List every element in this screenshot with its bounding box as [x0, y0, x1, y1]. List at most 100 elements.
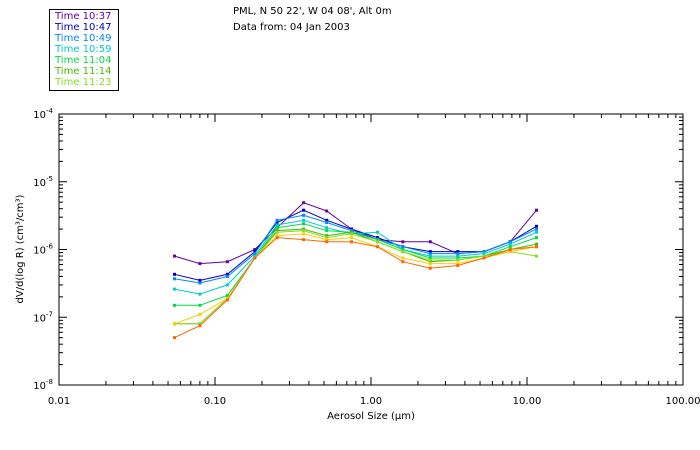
data-point	[428, 250, 432, 254]
legend-item: Time 11:23	[55, 77, 112, 88]
data-point	[482, 256, 486, 260]
data-point	[275, 234, 279, 238]
data-point	[325, 236, 329, 240]
data-point	[535, 227, 538, 231]
data-point	[225, 260, 229, 264]
y-tick-base: 10	[33, 246, 46, 257]
data-point	[482, 254, 486, 258]
legend-item: Time 10:37	[55, 11, 112, 22]
legend-item: Time 10:49	[55, 33, 112, 44]
data-point	[302, 213, 306, 217]
data-point	[173, 254, 176, 258]
data-point	[225, 283, 229, 287]
data-point	[275, 223, 279, 227]
data-point	[302, 229, 306, 233]
y-tick-label: 10-5	[33, 175, 53, 189]
data-point	[401, 250, 405, 254]
legend-item: Time 10:59	[55, 44, 112, 55]
data-point	[535, 208, 538, 212]
data-point	[508, 240, 512, 244]
data-point	[508, 250, 512, 254]
location-header: PML, N 50 22', W 04 08', Alt 0m	[233, 6, 392, 17]
data-point	[275, 230, 279, 234]
x-tick-label: 100.00	[666, 396, 700, 407]
data-point	[173, 272, 176, 276]
data-point	[456, 258, 460, 262]
data-point	[376, 240, 379, 244]
data-point	[198, 324, 202, 328]
data-point	[401, 245, 405, 249]
data-point	[325, 238, 329, 242]
data-point	[428, 258, 432, 262]
data-point	[253, 254, 257, 258]
legend: Time 10:37 Time 10:47 Time 10:49 Time 10:59…	[49, 9, 119, 91]
data-point	[350, 232, 353, 236]
data-point	[302, 238, 306, 242]
x-axis-label: Aerosol Size (µm)	[327, 411, 415, 422]
y-tick-exponent: -5	[46, 175, 53, 183]
data-point	[508, 245, 512, 249]
data-point	[401, 256, 405, 260]
data-point	[376, 230, 379, 234]
y-tick-base: 10	[33, 381, 46, 392]
data-point	[173, 277, 176, 281]
y-tick-exponent: -6	[46, 243, 54, 251]
data-point	[225, 298, 229, 302]
data-point	[376, 245, 379, 249]
data-point	[325, 234, 329, 238]
series-line	[174, 233, 537, 325]
data-point	[198, 262, 202, 266]
x-tick-label: 0.01	[48, 396, 70, 407]
data-point	[173, 336, 176, 340]
x-tick-label: 10.00	[513, 396, 542, 407]
data-point	[198, 292, 202, 296]
y-tick-exponent: -7	[46, 310, 53, 318]
data-point	[428, 254, 432, 258]
data-point	[535, 224, 538, 228]
data-point	[173, 287, 176, 291]
data-point	[456, 252, 460, 256]
data-point	[350, 240, 353, 244]
data-point	[325, 209, 329, 213]
y-tick-base: 10	[33, 110, 46, 121]
data-point	[225, 272, 229, 276]
data-point	[325, 229, 329, 233]
data-point	[428, 262, 432, 266]
data-point	[350, 229, 353, 233]
data-point	[225, 293, 229, 297]
data-point	[456, 264, 460, 267]
data-point	[302, 218, 306, 222]
data-point	[275, 236, 279, 240]
data-point	[350, 230, 353, 234]
y-tick-base: 10	[33, 313, 46, 324]
data-point	[302, 201, 306, 205]
data-point	[535, 245, 538, 249]
data-point	[302, 232, 306, 236]
data-point	[428, 252, 432, 256]
y-tick-label: 10-4	[33, 107, 53, 121]
data-point	[428, 266, 432, 270]
legend-item: Time 11:04	[55, 55, 112, 66]
data-point	[428, 256, 432, 260]
y-tick-base: 10	[33, 178, 46, 189]
data-point	[376, 238, 379, 242]
data-point	[535, 254, 538, 258]
y-tick-label: 10-6	[33, 243, 53, 257]
data-point	[253, 250, 257, 254]
data-point	[275, 226, 279, 230]
data-point	[482, 252, 486, 256]
data-point	[376, 236, 379, 240]
y-tick-label: 10-7	[33, 310, 53, 324]
data-point	[401, 260, 405, 264]
data-point	[535, 236, 538, 240]
y-tick-exponent: -8	[46, 378, 53, 386]
series-8	[173, 232, 538, 326]
data-point	[253, 256, 257, 260]
data-point	[275, 221, 279, 224]
legend-item: Time 11:14	[55, 66, 112, 77]
data-point	[401, 240, 405, 244]
x-tick-label: 0.10	[204, 396, 226, 407]
data-point	[198, 278, 202, 282]
series-line	[174, 237, 537, 339]
plot-frame	[58, 113, 684, 386]
